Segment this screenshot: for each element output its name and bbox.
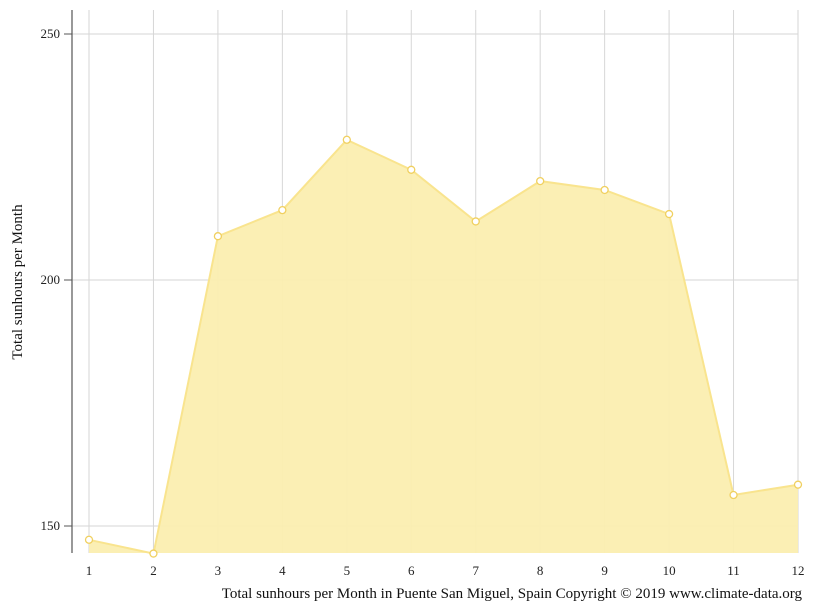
data-points xyxy=(84,135,803,558)
data-point-12 xyxy=(793,480,803,489)
y-tick-label-150: 150 xyxy=(41,518,61,533)
sunhours-series-line xyxy=(88,138,799,555)
x-tick-label-3: 3 xyxy=(215,563,222,578)
x-tick-label-4: 4 xyxy=(279,563,286,578)
data-point-7 xyxy=(471,217,480,226)
x-tick-label-7: 7 xyxy=(472,563,479,578)
y-axis-title: Total sunhours per Month xyxy=(10,204,26,360)
data-point-10 xyxy=(664,209,674,219)
y-axis-ticks: 150 200 250 xyxy=(41,26,72,533)
x-tick-label-2: 2 xyxy=(150,563,157,578)
data-point-2 xyxy=(149,549,158,558)
y-tick-label-250: 250 xyxy=(41,26,61,41)
data-point-3 xyxy=(213,232,223,241)
x-tick-label-1: 1 xyxy=(86,563,93,578)
x-tick-label-9: 9 xyxy=(601,563,608,578)
x-tick-label-12: 12 xyxy=(792,563,805,578)
x-tick-label-10: 10 xyxy=(663,563,676,578)
data-point-9 xyxy=(600,185,609,195)
data-point-11 xyxy=(729,490,738,500)
x-axis-ticks: 1 2 3 4 5 6 7 8 9 10 11 12 xyxy=(86,563,805,578)
data-point-6 xyxy=(407,165,416,174)
sunhours-area-fill xyxy=(89,139,798,554)
chart-caption: Total sunhours per Month in Puente San M… xyxy=(222,586,803,602)
data-point-5 xyxy=(342,135,351,144)
data-point-1 xyxy=(84,535,94,544)
x-tick-label-5: 5 xyxy=(344,563,351,578)
data-point-8 xyxy=(536,176,545,186)
x-tick-label-6: 6 xyxy=(408,563,415,578)
data-point-4 xyxy=(278,205,287,215)
x-tick-label-8: 8 xyxy=(537,563,544,578)
x-tick-label-11: 11 xyxy=(727,563,740,578)
y-tick-label-200: 200 xyxy=(41,272,61,287)
